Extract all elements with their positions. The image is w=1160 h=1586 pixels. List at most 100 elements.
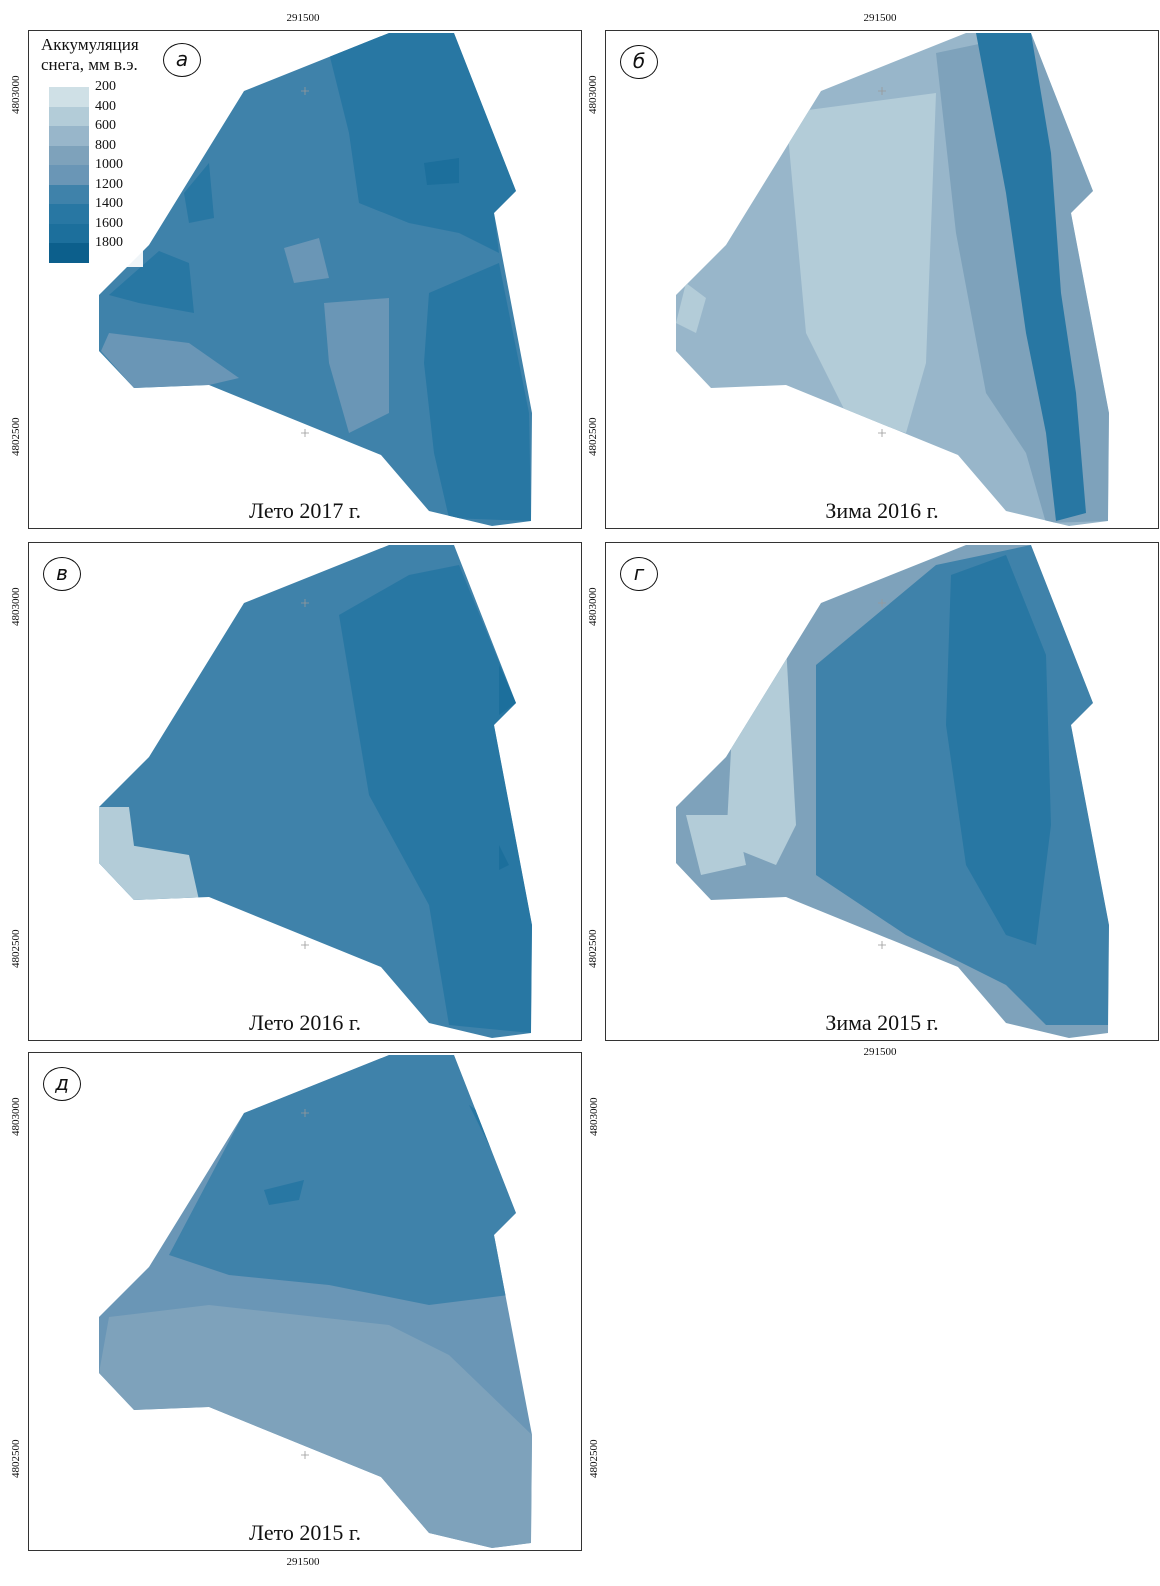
easting-tick-top-b: 291500	[863, 12, 897, 24]
map-zone-deep	[499, 845, 509, 870]
map-zone-mid	[184, 163, 214, 223]
map-zone-mid	[109, 251, 194, 313]
map-surface	[99, 545, 532, 1038]
map-zone-mid	[329, 33, 516, 253]
northing-tick-d-upper-right: 4803000	[588, 1097, 600, 1137]
legend: Аккумуляция снега, мм в.э. 200 400 600 800 1…	[37, 33, 143, 267]
legend-row: 1800	[41, 235, 139, 263]
northing-tick-a-upper: 4803000	[10, 75, 22, 115]
snow-map-g	[676, 545, 1109, 1038]
legend-row: 800	[41, 138, 139, 165]
grid-cross-marker	[301, 941, 309, 949]
map-zone-mid	[169, 1055, 516, 1305]
legend-label: 600	[95, 118, 116, 133]
map-panel-a: а Аккумуляция снега, мм в.э. 200 400 600 80…	[28, 30, 582, 529]
grid-cross-marker	[878, 941, 886, 949]
legend-swatch	[49, 204, 89, 224]
legend-label: 1200	[95, 176, 123, 192]
legend-row: 400	[41, 99, 139, 126]
map-zone-low	[101, 333, 239, 388]
map-zone-deep	[424, 158, 459, 185]
legend-row: 1000	[41, 157, 139, 185]
legend-swatch	[49, 184, 89, 204]
panel-caption-a: Лето 2017 г.	[249, 498, 361, 523]
northing-tick-v-upper: 4803000	[10, 587, 22, 627]
grid-cross-marker	[301, 1109, 309, 1117]
legend-row: 1400	[41, 196, 139, 224]
map-zone-low	[99, 807, 139, 900]
panel-caption-g: Зима 2015 г.	[825, 1010, 939, 1035]
legend-label: 400	[95, 98, 116, 114]
easting-tick-bottom-g: 291500	[863, 1046, 897, 1058]
legend-label: 1800	[95, 235, 123, 250]
grid-cross-marker	[301, 87, 309, 95]
legend-row: 600	[41, 118, 139, 146]
grid-cross-marker	[301, 429, 309, 437]
legend-row: 1200	[41, 177, 139, 204]
snow-map-b	[676, 33, 1109, 526]
map-zone-low	[676, 283, 706, 333]
legend-label: 1000	[95, 157, 123, 172]
grid-cross-marker	[878, 429, 886, 437]
legend-scale: 200 400 600 800 1000 1200 1400 1600 1800	[41, 79, 139, 263]
legend-swatch	[49, 106, 89, 126]
map-panel-b: б Зима 2016 г.	[605, 30, 1159, 529]
easting-tick-bottom-d: 291500	[286, 1556, 320, 1568]
snow-map-d	[99, 1055, 532, 1548]
grid-cross-marker	[301, 1451, 309, 1459]
panel-letter-v: в	[43, 557, 81, 591]
legend-title-line2: снега, мм в.э.	[41, 55, 138, 74]
legend-row: 200	[41, 79, 139, 107]
legend-swatch	[49, 165, 89, 185]
map-zone-mid	[339, 565, 532, 1033]
map-zone-deep	[499, 665, 516, 715]
legend-label: 800	[95, 137, 116, 153]
panel-letter-g: г	[620, 557, 658, 591]
northing-tick-b-lower: 4802500	[587, 417, 599, 457]
panel-caption-d: Лето 2015 г.	[249, 1520, 361, 1545]
legend-swatch	[49, 243, 89, 263]
map-zone-low	[284, 238, 329, 283]
map-zone-deep	[946, 555, 1051, 945]
legend-title-line1: Аккумуляция	[41, 35, 139, 54]
map-surface	[676, 33, 1109, 526]
northing-tick-v-lower: 4802500	[10, 929, 22, 969]
map-zone-low	[99, 1305, 532, 1548]
panel-letter-d: д	[43, 1067, 81, 1101]
map-zone-mid	[424, 263, 531, 521]
snow-map-a	[99, 33, 532, 526]
northing-tick-g-upper: 4803000	[587, 587, 599, 627]
legend-swatch	[49, 87, 89, 107]
map-surface	[99, 1055, 532, 1548]
legend-row: 1600	[41, 216, 139, 243]
northing-tick-b-upper: 4803000	[587, 75, 599, 115]
legend-label: 200	[95, 79, 116, 94]
grid-cross-marker	[878, 87, 886, 95]
map-panel-d: д Лето 2015 г.	[28, 1052, 582, 1551]
northing-tick-g-lower: 4802500	[587, 929, 599, 969]
panel-caption-v: Лето 2016 г.	[249, 1010, 361, 1035]
map-panel-g: г Зима 2015 г.	[605, 542, 1159, 1041]
northing-tick-d-lower-right: 4802500	[588, 1439, 600, 1479]
panel-caption-b: Зима 2016 г.	[825, 498, 939, 523]
map-zone-low	[324, 298, 389, 433]
easting-tick-top-a: 291500	[286, 12, 320, 24]
map-zone-deep	[264, 1180, 304, 1205]
panel-letter-b: б	[620, 45, 658, 79]
grid-cross-marker	[301, 599, 309, 607]
northing-tick-a-lower: 4802500	[10, 417, 22, 457]
map-zone-low	[129, 845, 199, 900]
panel-letter-a: а	[163, 43, 201, 77]
northing-tick-d-lower-left: 4802500	[10, 1439, 22, 1479]
northing-tick-d-upper-left: 4803000	[10, 1097, 22, 1137]
legend-swatch	[49, 126, 89, 146]
map-zone-deep	[976, 33, 1086, 521]
map-zone-low	[786, 93, 936, 433]
map-zone-low	[686, 815, 746, 875]
legend-label: 1600	[95, 215, 123, 231]
snow-map-v	[99, 545, 532, 1038]
legend-swatch	[49, 145, 89, 165]
legend-label: 1400	[95, 196, 123, 211]
grid-cross-marker	[878, 599, 886, 607]
map-panel-v: в Лето 2016 г.	[28, 542, 582, 1041]
